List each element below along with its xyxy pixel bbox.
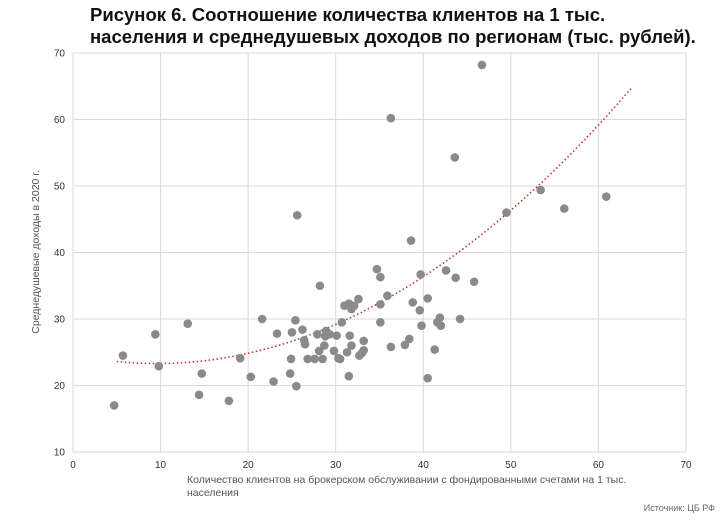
y-axis-ticks: 10 20 30 40 50 60 70 [54, 49, 66, 459]
data-point-13 [285, 369, 295, 378]
data-point-69 [436, 321, 446, 330]
x-tick-label-5: 50 [505, 460, 517, 471]
data-point-5 [194, 390, 204, 400]
data-point-33 [332, 331, 341, 340]
x-axis-label: Количество клиентов на брокерском обслуж… [187, 474, 627, 499]
y-tick-label-3: 40 [54, 248, 66, 259]
data-point-48 [359, 336, 369, 346]
data-point-50 [372, 264, 382, 274]
data-point-66 [430, 345, 439, 354]
x-tick-label-6: 60 [593, 460, 605, 471]
data-point-38 [342, 347, 352, 357]
data-point-42 [347, 341, 356, 350]
data-point-77 [536, 185, 545, 195]
chart-title-line-2: населения и среднедушевых доходов по рег… [90, 26, 696, 47]
data-point-45 [354, 294, 363, 304]
data-point-18 [292, 210, 302, 220]
data-point-75 [477, 60, 487, 70]
x-axis-ticks: 0 10 20 30 40 50 60 70 [70, 460, 692, 471]
data-point-57 [400, 340, 410, 350]
data-point-64 [423, 373, 432, 383]
data-point-23 [310, 354, 319, 364]
x-tick-label-4: 40 [418, 460, 430, 471]
data-point-70 [441, 266, 451, 275]
data-point-16 [291, 316, 300, 325]
y-tick-label-2: 30 [54, 315, 66, 326]
data-point-14 [286, 354, 296, 364]
data-point-8 [235, 353, 245, 363]
chart-title: Рисунок 6. Соотношение количества клиент… [90, 4, 710, 48]
data-point-76 [502, 208, 511, 217]
data-point-26 [315, 281, 325, 291]
data-point-63 [417, 321, 426, 330]
data-point-68 [435, 313, 445, 322]
data-point-22 [303, 354, 312, 364]
data-point-32 [329, 346, 339, 356]
y-tick-label-0: 10 [54, 448, 66, 459]
grid-lines [72, 52, 687, 453]
data-point-4 [183, 319, 193, 328]
data-point-21 [300, 339, 310, 349]
chart-title-line-1: Рисунок 6. Соотношение количества клиент… [90, 4, 606, 25]
data-point-7 [224, 396, 234, 406]
data-point-15 [287, 328, 297, 337]
data-point-28 [320, 341, 329, 350]
data-point-17 [292, 381, 301, 391]
data-point-39 [344, 371, 354, 381]
data-point-71 [450, 153, 460, 162]
data-point-0 [109, 401, 119, 410]
y-tick-label-1: 20 [54, 381, 66, 392]
data-point-60 [408, 298, 418, 307]
data-point-79 [602, 192, 611, 201]
data-point-35 [335, 354, 345, 364]
data-point-19 [298, 325, 307, 334]
data-point-2 [151, 329, 160, 339]
data-point-11 [269, 377, 278, 386]
data-point-59 [406, 236, 416, 245]
data-point-51 [376, 300, 385, 309]
x-tick-label-2: 20 [243, 460, 255, 471]
data-point-27 [318, 354, 327, 364]
data-point-9 [246, 372, 256, 382]
x-tick-label-7: 70 [680, 460, 692, 471]
data-point-65 [423, 294, 432, 303]
data-point-3 [154, 361, 164, 371]
data-point-58 [404, 334, 414, 344]
source-note: Источник: ЦБ РФ [643, 503, 715, 513]
x-tick-label-0: 0 [70, 460, 76, 471]
data-point-25 [314, 346, 324, 356]
data-point-78 [559, 204, 569, 213]
data-point-1 [118, 351, 128, 360]
data-point-10 [257, 314, 267, 324]
data-point-55 [386, 113, 396, 123]
data-point-61 [415, 306, 425, 315]
data-point-54 [383, 291, 392, 301]
data-point-49 [359, 345, 369, 355]
data-point-53 [376, 318, 385, 327]
data-point-36 [337, 318, 347, 327]
data-point-44 [349, 301, 359, 311]
trend-line [116, 87, 633, 365]
y-tick-label-4: 50 [54, 182, 66, 193]
data-point-72 [451, 273, 460, 283]
data-point-41 [345, 331, 355, 340]
data-point-52 [376, 272, 385, 282]
data-points [109, 60, 611, 410]
y-tick-label-6: 70 [54, 49, 66, 60]
data-point-24 [313, 329, 322, 339]
data-point-56 [386, 342, 396, 352]
data-point-62 [416, 270, 425, 279]
y-axis-label: Среднедушевые доходы в 2020 г. [30, 170, 42, 334]
x-tick-label-1: 10 [155, 460, 167, 471]
data-point-74 [469, 277, 479, 287]
x-tick-label-3: 30 [330, 460, 342, 471]
data-point-6 [197, 369, 207, 378]
data-point-73 [455, 314, 465, 324]
data-point-31 [325, 329, 334, 339]
data-point-12 [272, 329, 282, 338]
y-tick-label-5: 60 [54, 115, 66, 126]
